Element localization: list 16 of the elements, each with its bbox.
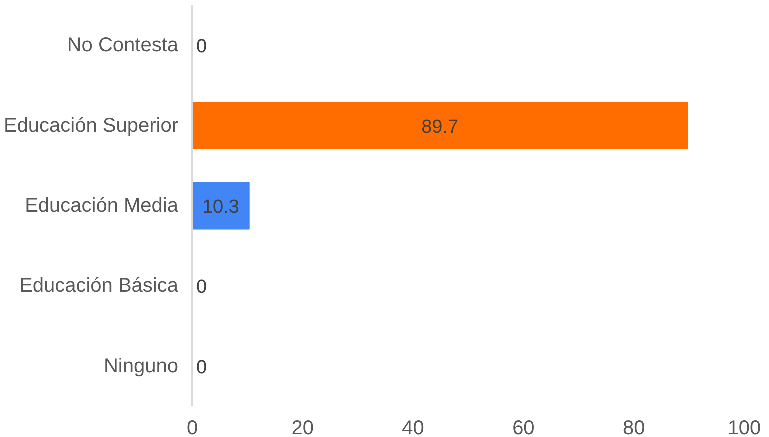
x-tick-label: 0 bbox=[186, 418, 198, 437]
data-label: 0 bbox=[196, 277, 208, 298]
x-tick-label: 100 bbox=[728, 418, 762, 437]
data-label: 0 bbox=[196, 36, 208, 58]
y-tick-label: Educación Media bbox=[25, 195, 180, 217]
x-tick-label: 40 bbox=[402, 418, 424, 437]
y-tick-label: Educación Básica bbox=[20, 275, 180, 298]
data-label: 89.7 bbox=[422, 116, 459, 138]
data-label: 0 bbox=[196, 357, 208, 378]
y-tick-label: Educación Superior bbox=[4, 114, 179, 137]
x-tick-label: 20 bbox=[292, 418, 314, 437]
data-label: 10.3 bbox=[202, 197, 240, 218]
y-tick-label: Ninguno bbox=[104, 355, 179, 378]
x-tick-label: 60 bbox=[512, 418, 535, 437]
y-tick-label: No Contesta bbox=[67, 34, 180, 57]
x-tick-label: 80 bbox=[622, 418, 646, 437]
